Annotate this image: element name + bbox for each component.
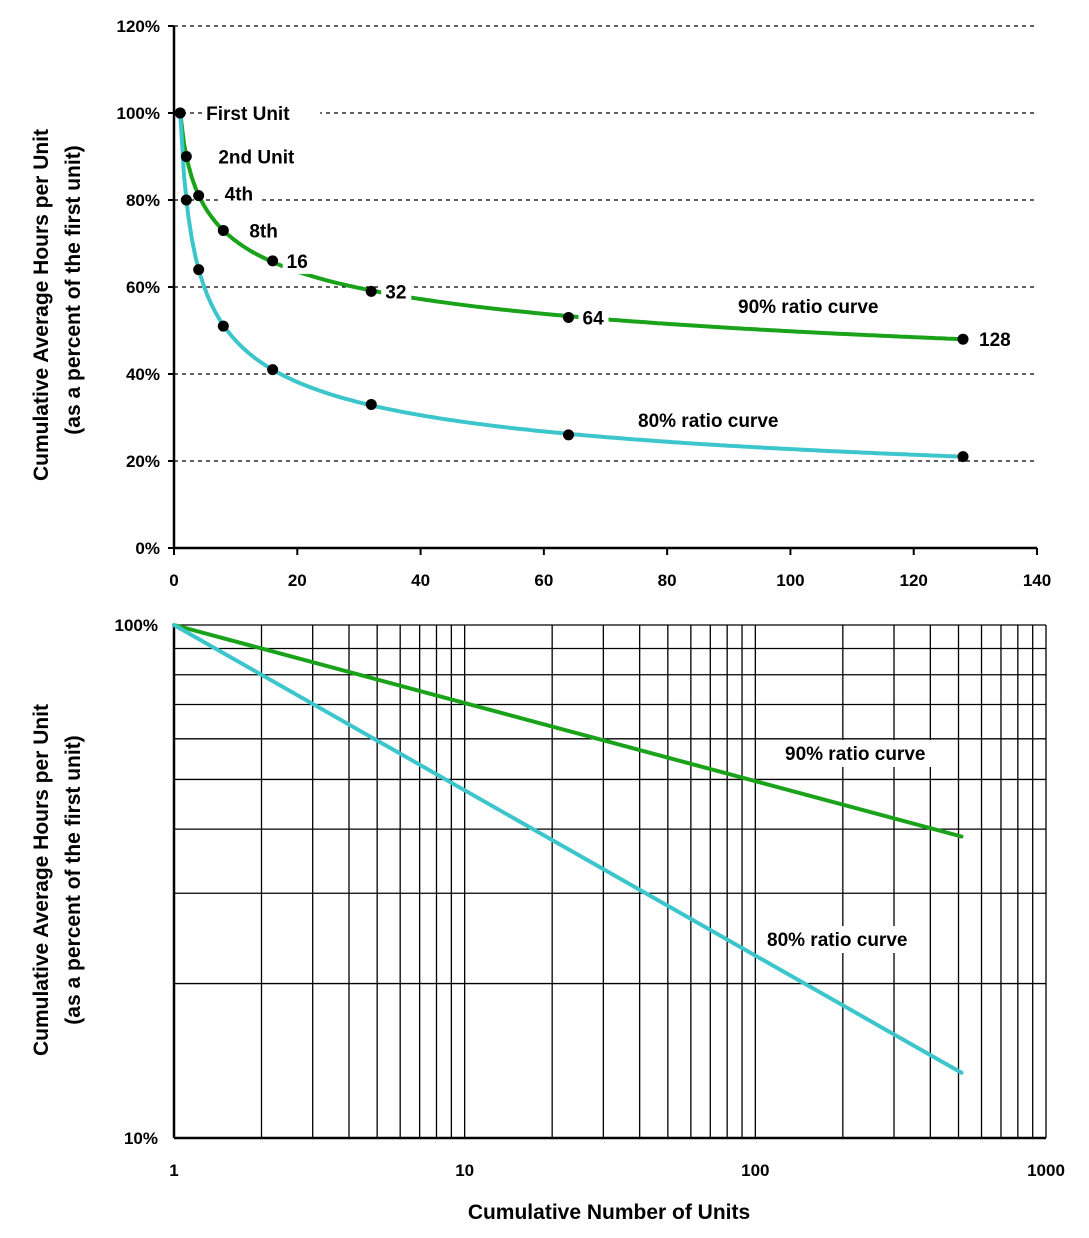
top-point-label: First Unit [206,104,290,125]
bottom-axes [172,624,1047,1140]
top-x-tick-label: 120 [900,571,928,590]
top-point-label: 4th [225,185,254,206]
top-80-data-point [365,398,377,410]
bottom-ylabel-line-2: (as a percent of the first unit) [62,735,85,1024]
bottom-xlabel: Cumulative Number of Units [468,1201,750,1224]
top-curve-label-bg [733,294,896,319]
top-x-tick-label: 20 [288,571,307,590]
top-point-label-bg [220,181,262,207]
top-y-tick-label: 100% [117,104,160,123]
bottom-log-gridlines [174,625,1046,1138]
top-ylabel-line-2: (as a percent of the first unit) [62,145,85,434]
top-80-curve-label: 80% ratio curve [638,411,778,432]
top-x-tick-label: 60 [534,571,553,590]
top-y-tick-label: 0% [135,539,160,558]
bottom-y-tick-label: 10% [124,1129,158,1148]
bottom-ylabel-line-1: Cumulative Average Hours per Unit [30,704,53,1056]
bottom-annotations: 90% ratio curve 80% ratio curve [761,740,944,953]
top-point-label-bg [202,101,321,126]
top-point-label: 128 [979,330,1011,351]
top-90-data-point [180,151,192,162]
top-x-tick-label: 40 [411,571,430,590]
top-80-data-point [217,320,229,332]
top-90-data-point [365,285,377,297]
bottom-x-tick-label: 1 [169,1161,178,1180]
top-x-tick-label: 80 [658,571,677,590]
top-point-label: 64 [583,308,605,329]
top-x-tick-label: 140 [1023,571,1051,590]
bottom-curve-label-bg [761,926,926,953]
bottom-y-tick-label: 100% [115,616,158,635]
top-80-data-point [957,451,969,463]
top-90-data-point [267,255,279,267]
top-90-curve-label: 90% ratio curve [738,297,878,318]
top-point-label: 16 [287,252,308,273]
top-y-tick-label: 40% [126,365,160,384]
bottom-x-tick-label: 100 [741,1161,769,1180]
top-80-data-point [174,107,186,119]
top-point-label-bg [975,327,1017,353]
top-90-data-point [957,333,969,345]
bottom-x-tick-label: 10 [455,1161,474,1180]
top-90-data-point [563,311,575,323]
top-x-tick-label: 100 [776,571,804,590]
bottom-series-80-line [172,623,964,1075]
bottom-curve-label-bg [779,740,944,767]
top-80-data-point [193,264,205,276]
top-point-label-bg [214,144,311,170]
top-80-data-point [180,194,192,206]
top-y-tick-label: 20% [126,452,160,471]
top-90-data-point [193,190,205,202]
bottom-series-90-line [172,623,964,839]
top-point-label-bg [381,279,412,305]
top-point-label-bg [578,305,609,331]
top-x-tick-label: 0 [169,571,178,590]
top-axes [168,25,1038,555]
top-90-data-point [217,224,229,236]
top-y-tick-label: 80% [126,191,160,210]
top-point-label: 32 [385,282,406,303]
bottom-series-lines [172,623,964,1075]
top-80-data-point [267,364,279,376]
linear-learning-curve-chart: 0% 20% 40% 60% 80% 100% 120% 0 20 40 60 80 100 120 140… [30,17,1051,590]
top-y-tick-label: 120% [117,17,160,36]
bottom-x-tick-label: 1000 [1027,1161,1065,1180]
top-tick-labels: 0% 20% 40% 60% 80% 100% 120% 0 20 40 60 80 100 120 140 [117,17,1052,590]
bottom-80-curve-label: 80% ratio curve [767,930,907,951]
top-point-label: 8th [249,221,277,242]
bottom-90-curve-label: 90% ratio curve [785,744,925,765]
bottom-tick-labels: 10% 100% 1 10 100 1000 [115,616,1065,1180]
top-ylabel-line-1: Cumulative Average Hours per Unit [30,129,53,481]
top-y-tick-label: 60% [126,278,160,297]
top-data-points [174,107,969,463]
top-curve-label-bg [633,408,796,433]
top-horizontal-gridlines [174,25,1037,462]
top-point-label-bg [245,218,287,244]
top-point-label-bg [282,248,313,274]
top-annotations: First Unit 2nd Unit 4th 8th 16 32 64 128 90% rat… [202,101,1017,433]
top-80-data-point [563,429,575,441]
top-point-label: 2nd Unit [218,148,295,169]
log-log-learning-curve-chart: 10% 100% 1 10 100 1000 90% ratio curve 80% rat… [30,616,1065,1224]
